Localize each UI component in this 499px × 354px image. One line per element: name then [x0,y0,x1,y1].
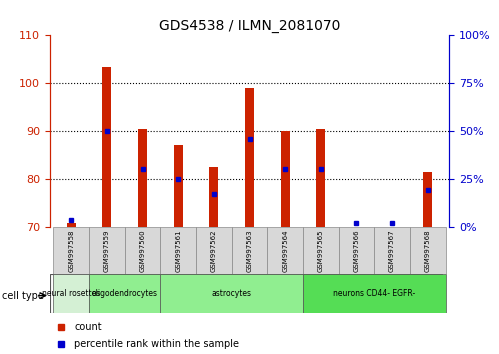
Title: GDS4538 / ILMN_2081070: GDS4538 / ILMN_2081070 [159,19,340,33]
Bar [210,167,218,227]
FancyBboxPatch shape [125,227,160,274]
Text: GSM997562: GSM997562 [211,229,217,272]
FancyBboxPatch shape [89,274,160,313]
Text: percentile rank within the sample: percentile rank within the sample [74,339,239,349]
Text: GSM997568: GSM997568 [425,229,431,272]
Text: neurons CD44- EGFR-: neurons CD44- EGFR- [333,289,415,298]
Bar [280,131,289,227]
FancyBboxPatch shape [89,227,125,274]
Bar [138,129,147,227]
FancyBboxPatch shape [410,227,446,274]
Bar [245,88,254,227]
Text: astrocytes: astrocytes [212,289,251,298]
FancyBboxPatch shape [339,227,374,274]
Text: GSM997558: GSM997558 [68,229,74,272]
FancyBboxPatch shape [374,227,410,274]
FancyBboxPatch shape [303,227,339,274]
FancyBboxPatch shape [196,227,232,274]
FancyBboxPatch shape [160,274,303,313]
Bar [67,223,76,227]
Text: GSM997563: GSM997563 [247,229,252,272]
Text: GSM997565: GSM997565 [318,229,324,272]
Bar [316,129,325,227]
Text: GSM997560: GSM997560 [140,229,146,272]
Text: cell type: cell type [2,291,44,301]
Bar [102,67,111,227]
FancyBboxPatch shape [160,227,196,274]
Bar [174,145,183,227]
Text: oligodendrocytes: oligodendrocytes [92,289,158,298]
FancyBboxPatch shape [53,227,89,274]
Bar [423,172,432,227]
Text: neural rosettes: neural rosettes [42,289,100,298]
Text: count: count [74,322,102,332]
Text: GSM997564: GSM997564 [282,229,288,272]
Text: GSM997559: GSM997559 [104,229,110,272]
Text: GSM997561: GSM997561 [175,229,181,272]
Text: GSM997567: GSM997567 [389,229,395,272]
FancyBboxPatch shape [267,227,303,274]
FancyBboxPatch shape [303,274,446,313]
Text: GSM997566: GSM997566 [353,229,359,272]
FancyBboxPatch shape [53,274,89,313]
FancyBboxPatch shape [232,227,267,274]
